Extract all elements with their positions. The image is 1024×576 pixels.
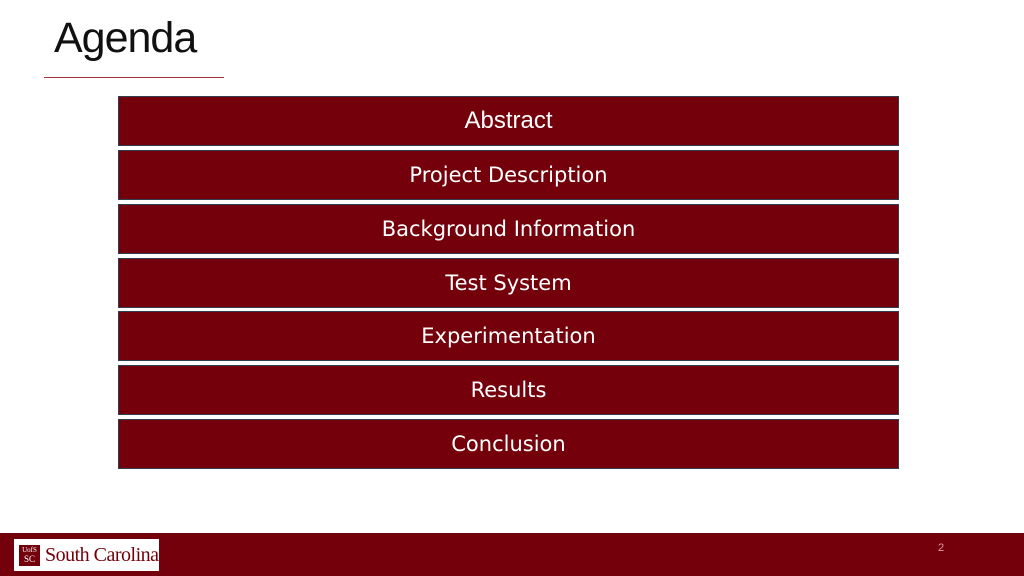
logo-mark-bottom: SC (23, 554, 35, 564)
logo-mark-top: UofS (22, 546, 37, 554)
title-underline (44, 77, 224, 78)
footer-bar: UofS SC South Carolina 2 (0, 533, 1024, 576)
university-logo: UofS SC South Carolina (14, 539, 159, 571)
agenda-item-abstract[interactable]: Abstract (118, 96, 899, 146)
agenda-item-experimentation[interactable]: Experimentation (118, 311, 899, 361)
logo-text: South Carolina (45, 543, 159, 566)
agenda-item-conclusion[interactable]: Conclusion (118, 419, 899, 469)
agenda-item-background-information[interactable]: Background Information (118, 204, 899, 254)
page-number: 2 (938, 542, 945, 554)
slide-title: Agenda (54, 14, 197, 62)
logo-mark-icon: UofS SC (19, 544, 40, 566)
agenda-item-project-description[interactable]: Project Description (118, 150, 899, 200)
agenda-item-test-system[interactable]: Test System (118, 258, 899, 308)
agenda-item-results[interactable]: Results (118, 365, 899, 415)
